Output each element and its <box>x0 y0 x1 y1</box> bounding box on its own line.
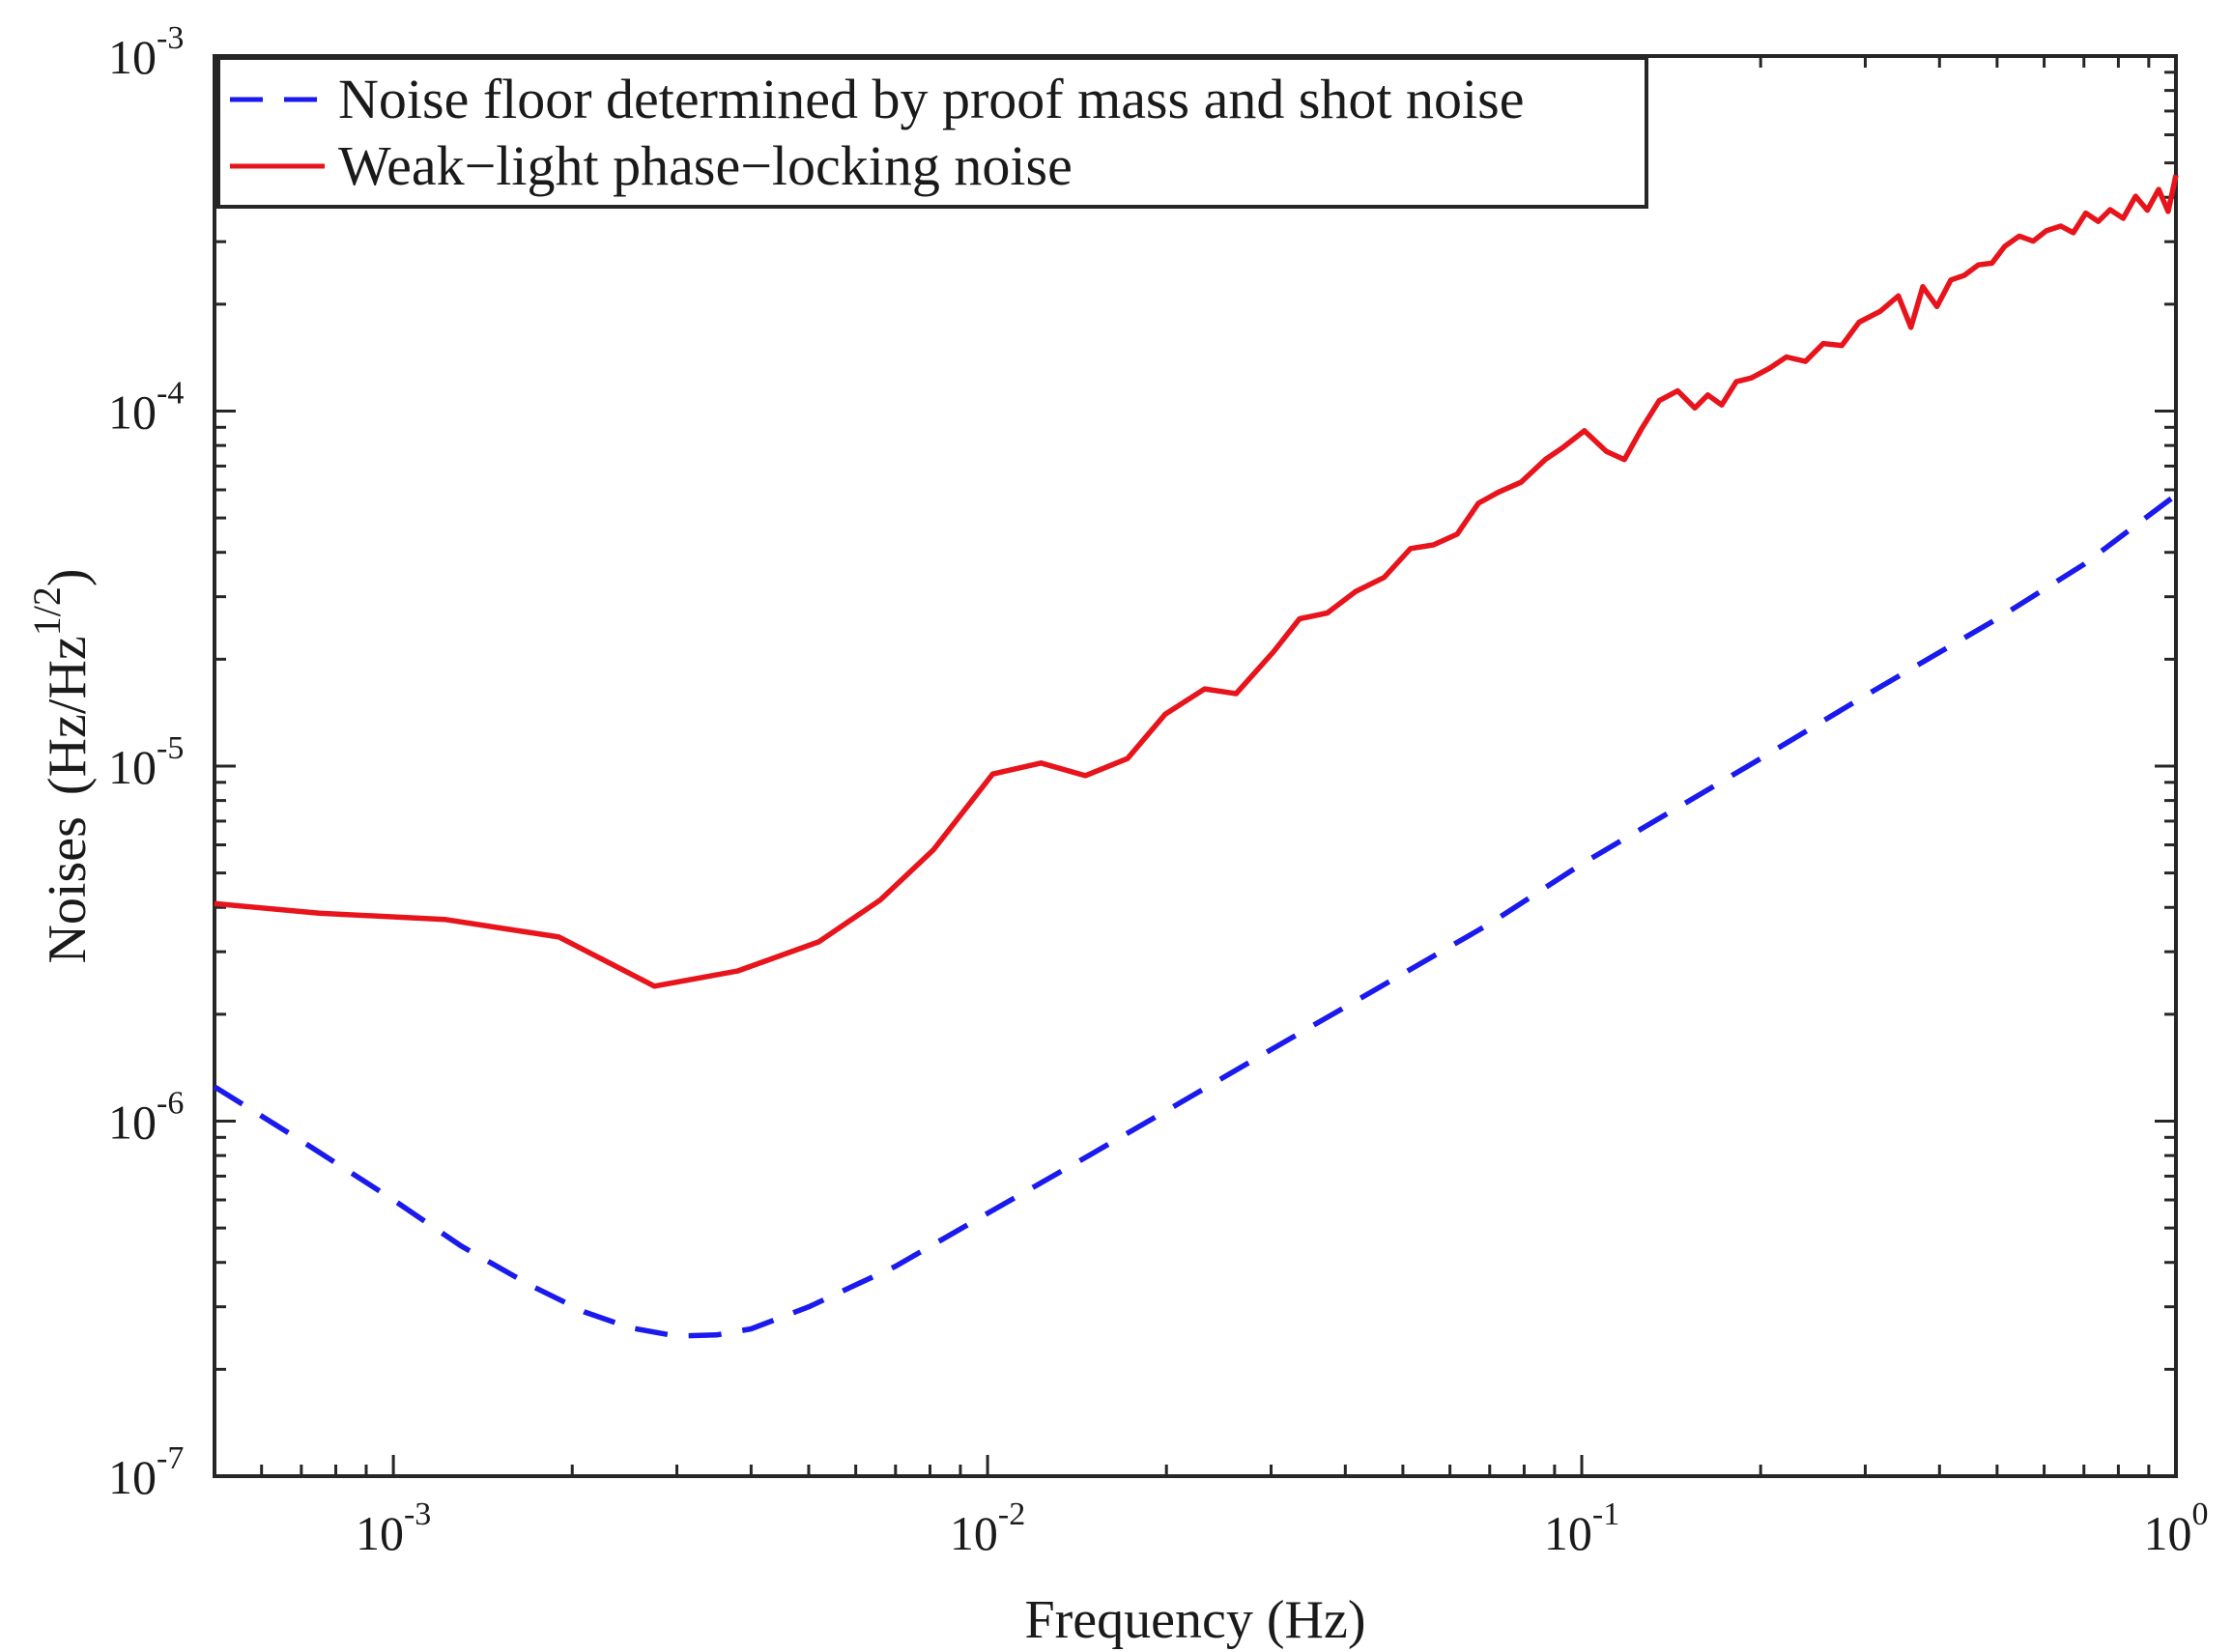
legend: Noise floor determined by proof mass and… <box>216 56 1648 209</box>
x-axis-tick-labels: 10-3 10-2 10-1 100 <box>356 1496 2209 1560</box>
y-axis-title-unit-close: ) <box>38 568 98 586</box>
y-axis-tick-labels: 10-710-610-510-410-3 <box>108 20 184 1504</box>
y-axis-title-unit-open: (Hz/Hz <box>38 636 98 795</box>
x-tick-label-base: 10 <box>2144 1506 2192 1560</box>
x-tick-label-exponent: 0 <box>2192 1496 2209 1532</box>
y-tick-label-exponent: -4 <box>157 376 184 412</box>
y-tick-label-exponent: -5 <box>157 730 184 766</box>
y-axis-title-unit-exponent: 1/2 <box>25 586 69 636</box>
x-tick-label: 10-1 <box>1544 1496 1619 1560</box>
y-tick-label-base: 10 <box>108 1096 157 1150</box>
y-tick-label: 10-4 <box>108 376 184 440</box>
y-axis-title: Noises (Hz/Hz1/2) <box>25 568 98 963</box>
x-tick-label-exponent: -3 <box>404 1496 431 1532</box>
y-tick-label-base: 10 <box>108 740 157 794</box>
y-axis-title-main: Noises <box>38 816 98 963</box>
x-tick-label-base: 10 <box>950 1506 998 1560</box>
x-tick-label-exponent: -1 <box>1592 1496 1619 1532</box>
legend-box <box>216 56 1648 209</box>
series-line-noise-floor <box>213 493 2178 1339</box>
y-tick-label: 10-6 <box>108 1086 184 1150</box>
legend-label-noise-floor: Noise floor determined by proof mass and… <box>338 68 1524 130</box>
x-tick-label-base: 10 <box>356 1506 404 1560</box>
legend-label-phase-locking: Weak−light phase−locking noise <box>338 134 1073 197</box>
x-tick-label: 100 <box>2144 1496 2209 1560</box>
y-tick-label-base: 10 <box>108 385 157 440</box>
y-tick-label-exponent: -3 <box>157 20 184 56</box>
y-tick-label-exponent: -7 <box>157 1440 184 1476</box>
y-tick-label: 10-7 <box>108 1440 184 1504</box>
x-tick-label: 10-3 <box>356 1496 431 1560</box>
series-line-phase-locking <box>214 174 2179 989</box>
x-tick-label-exponent: -2 <box>998 1496 1025 1532</box>
y-tick-label: 10-3 <box>108 20 184 84</box>
y-tick-label-base: 10 <box>108 30 157 84</box>
x-axis-title: Frequency (Hz) <box>1025 1590 1366 1650</box>
y-tick-label: 10-5 <box>108 730 184 794</box>
x-tick-label-base: 10 <box>1544 1506 1592 1560</box>
y-tick-label-base: 10 <box>108 1450 157 1504</box>
series-layer <box>213 174 2179 1339</box>
y-tick-label-exponent: -6 <box>157 1086 184 1122</box>
x-tick-label: 10-2 <box>950 1496 1025 1560</box>
